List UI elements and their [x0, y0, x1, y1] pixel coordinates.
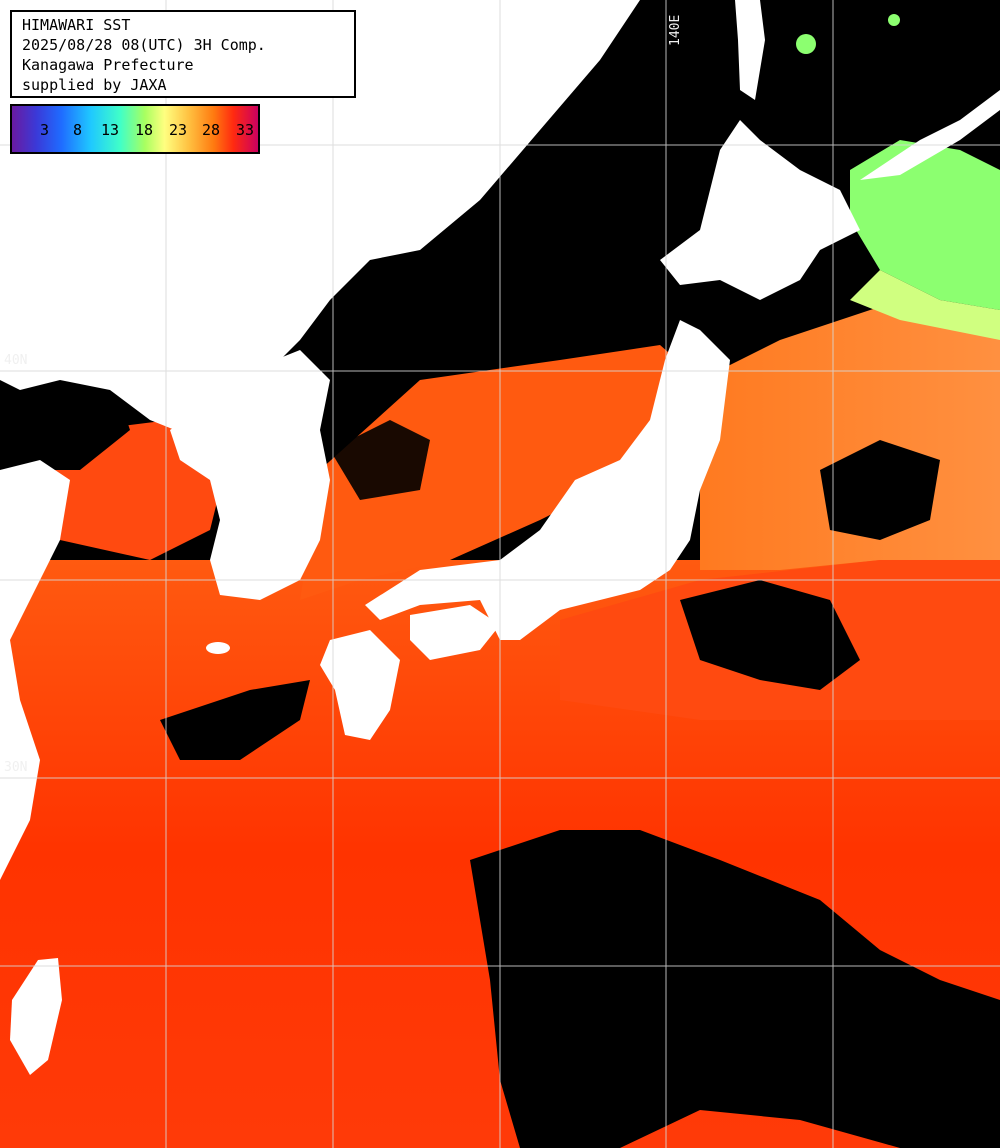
land-jeju — [206, 642, 230, 654]
cold-spot-1 — [796, 34, 816, 54]
oyashio-cool-edge — [850, 270, 1000, 340]
land-korean-peninsula — [170, 350, 330, 600]
map-title-box: HIMAWARI SST 2025/08/28 08(UTC) 3H Comp.… — [10, 10, 356, 98]
cloud-pacific-mid — [680, 580, 860, 690]
legend-tick-3: 3 — [40, 121, 50, 139]
cloud-pacific-east — [820, 440, 940, 540]
legend-tick-8: 8 — [73, 121, 83, 139]
cloud-south-pacific — [470, 830, 1000, 1148]
land-sakhalin — [735, 0, 765, 100]
region-name: Kanagawa Prefecture — [22, 56, 194, 74]
land-china-coast — [0, 460, 70, 880]
cloud-east-china-sea — [160, 680, 310, 760]
land-shikoku — [410, 605, 500, 660]
lat-40-label: 40N — [4, 353, 28, 368]
cloud-west — [0, 380, 130, 470]
observation-time: 2025/08/28 08(UTC) 3H Comp. — [22, 36, 266, 54]
lon-140-label: 140E — [668, 14, 683, 46]
land-kyushu — [320, 630, 400, 740]
product-title: HIMAWARI SST — [22, 16, 131, 34]
oyashio-cold-water — [850, 140, 1000, 310]
legend-tick-23: 23 — [169, 121, 188, 139]
legend-tick-28: 28 — [202, 121, 221, 139]
land-taiwan — [10, 958, 62, 1075]
temperature-colorbar: 3 8 13 18 23 28 33 — [10, 104, 260, 154]
lat-30-label: 30N — [4, 760, 28, 775]
land-honshu — [365, 320, 730, 640]
legend-tick-18: 18 — [135, 121, 154, 139]
data-supplier: supplied by JAXA — [22, 76, 167, 94]
cold-spot-2 — [888, 14, 900, 26]
land-kurils — [860, 90, 1000, 180]
cloud-bay-korea — [330, 420, 430, 500]
land-hokkaido — [660, 120, 860, 300]
legend-tick-33: 33 — [236, 121, 255, 139]
legend-tick-13: 13 — [101, 121, 120, 139]
